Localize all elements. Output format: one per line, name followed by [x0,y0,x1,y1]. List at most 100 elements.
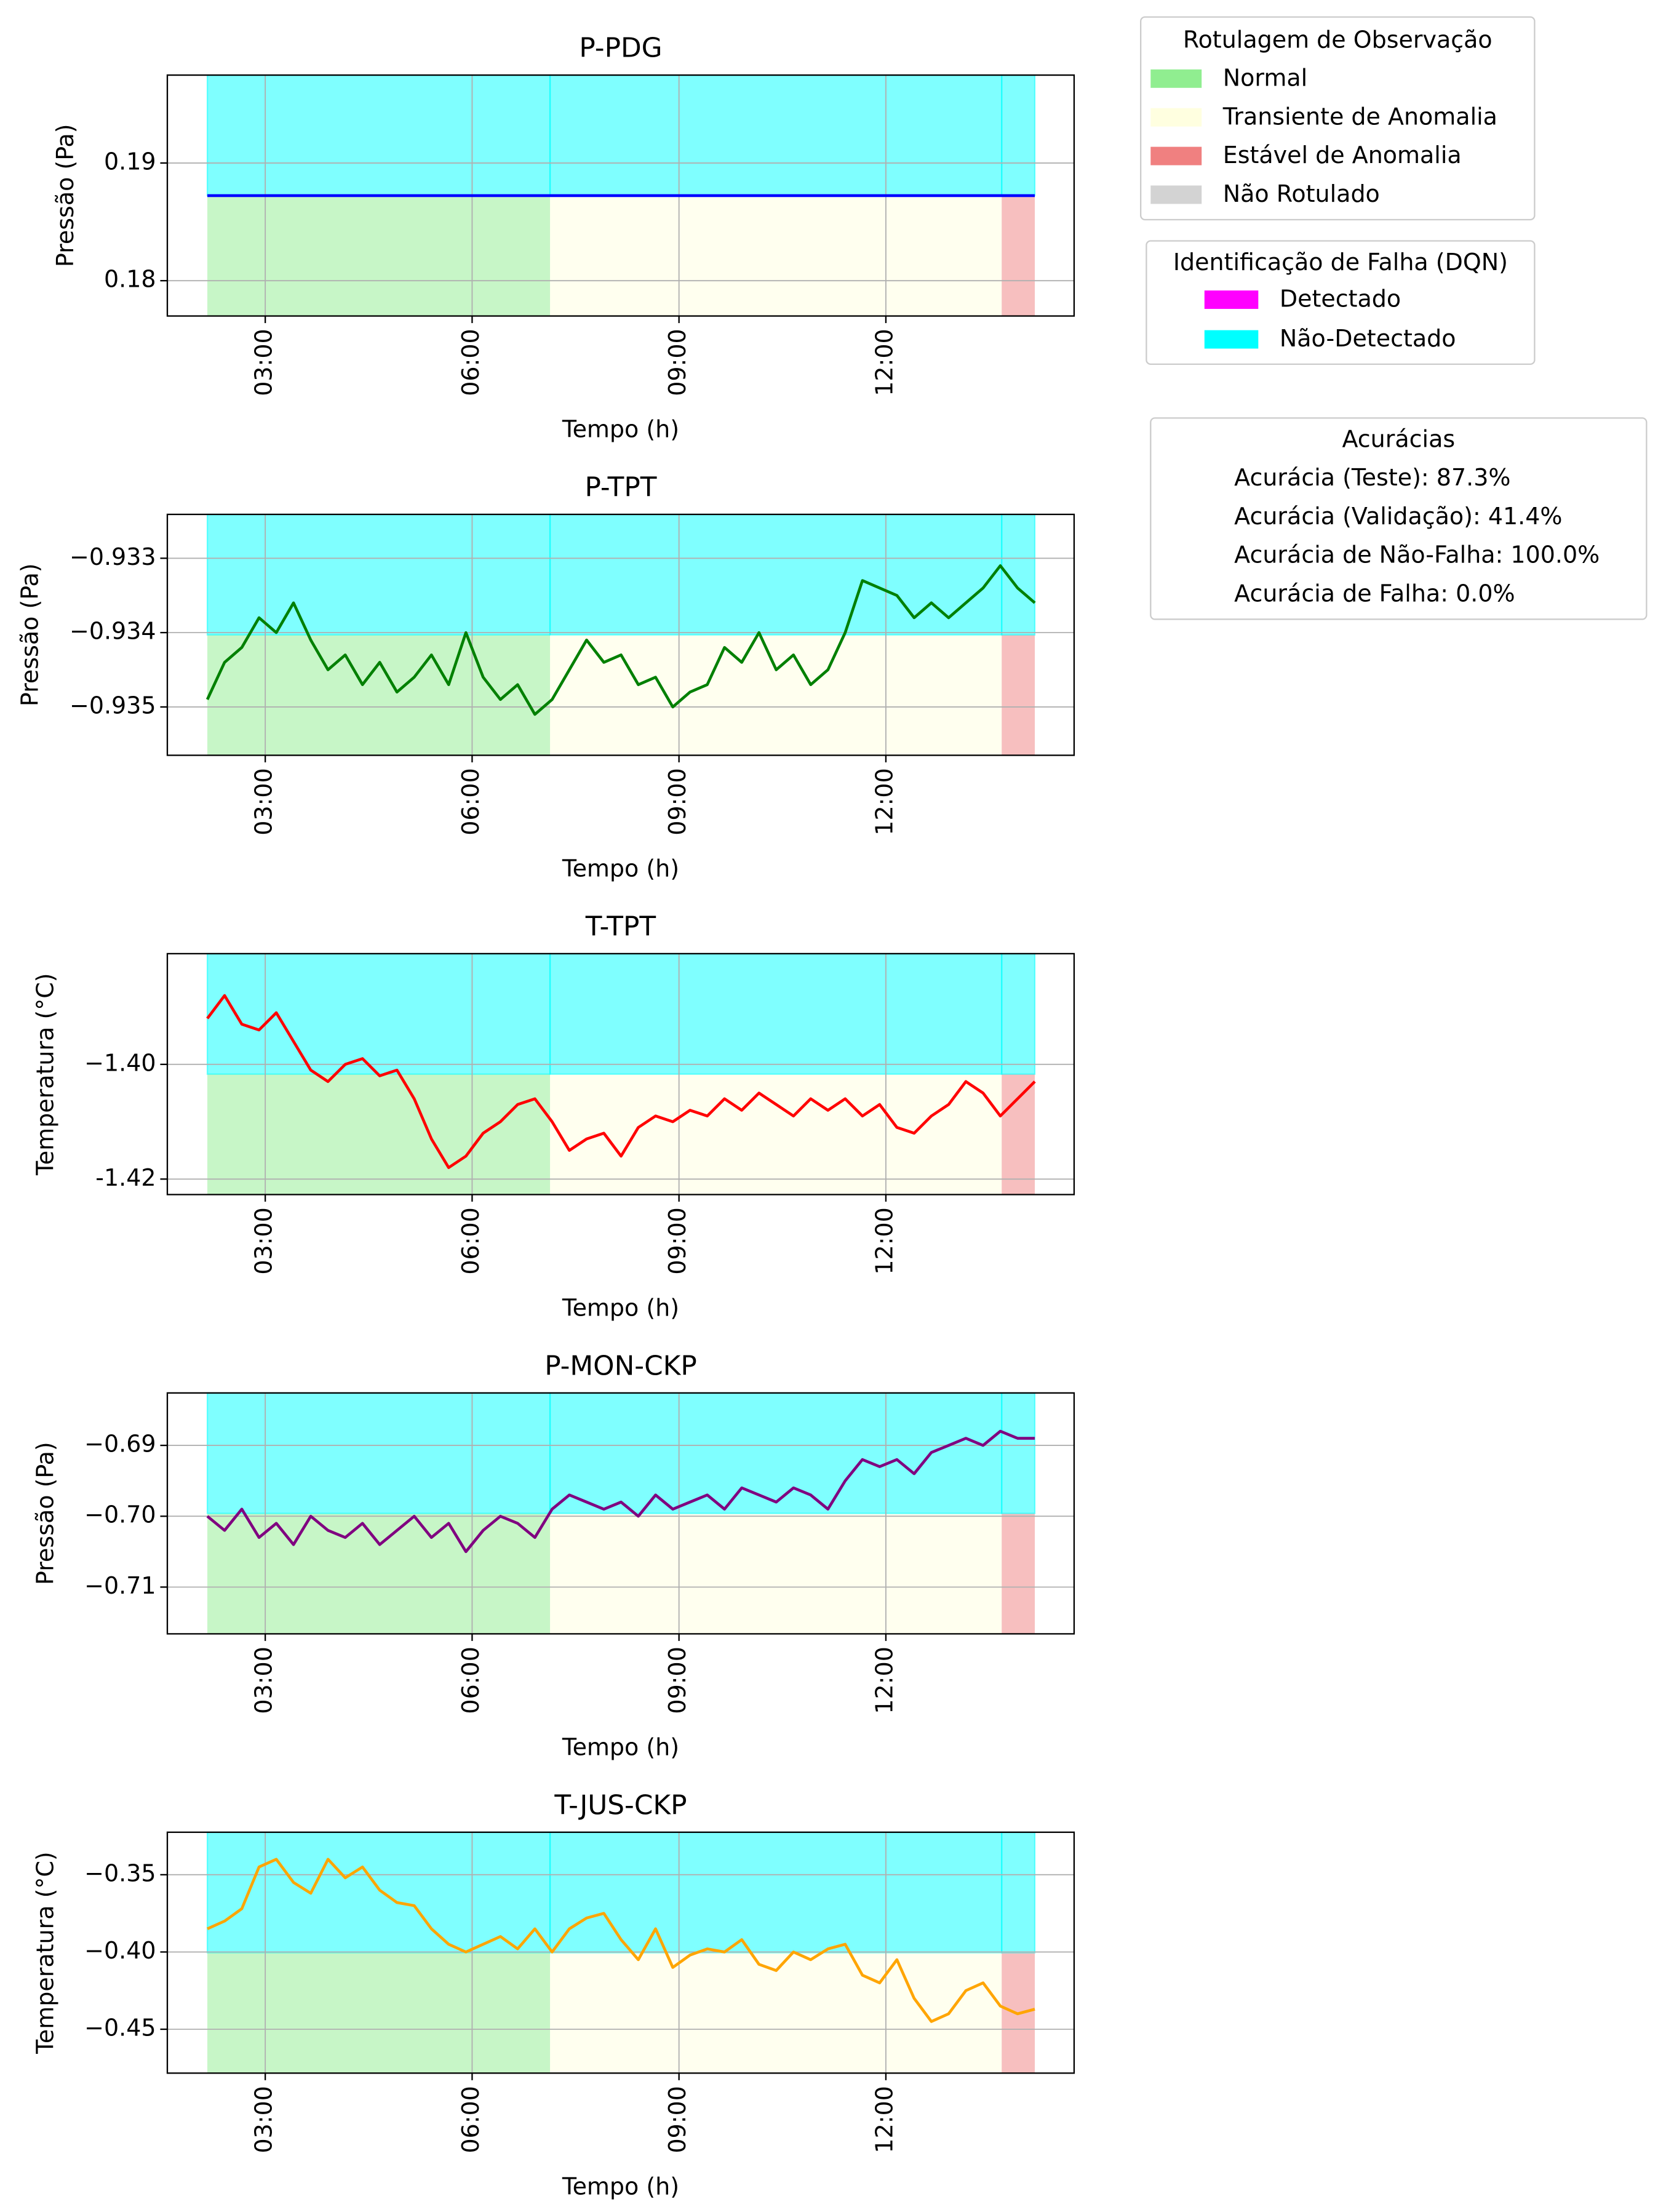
y-tick-label: −0.933 [70,543,156,570]
detection-span [549,74,1003,196]
detection-span [549,513,1003,636]
detection-span [1001,952,1036,1075]
subplot-title: T-TPT [585,911,656,942]
x-tick-label: 12:00 [871,329,898,396]
label-span [207,1952,551,2074]
subplot: 03:00 06:00 09:00 12:00 −0.45 −0.40 −0.35 T-JUS… [32,1789,1075,2200]
x-tick-label: 12:00 [871,1647,898,1714]
accuracy-title: Acurácias [1342,426,1455,453]
x-tick-label: 03:00 [250,1647,277,1714]
subplot: 03:00 06:00 09:00 12:00 −0.71 −0.70 −0.69 P-MON… [32,1350,1075,1760]
legend-label: Estável de Anomalia [1223,142,1462,169]
x-tick-label: 12:00 [871,768,898,835]
detection-span [206,513,551,636]
y-axis-label: Pressão (Pa) [32,1442,59,1585]
subplot-title: P-TPT [584,472,656,503]
subplot-title: P-MON-CKP [544,1350,697,1381]
x-tick-label: 09:00 [664,768,691,835]
detection-span [1001,74,1036,196]
accuracy-box [1150,417,1648,620]
detection-span [206,952,551,1075]
x-axis-label: Tempo (h) [562,416,679,443]
x-tick-label: 09:00 [664,329,691,396]
legend-swatch [1150,69,1202,88]
x-tick-label: 06:00 [457,768,484,835]
x-tick-label: 03:00 [250,768,277,835]
axes-frame [166,1831,1075,2074]
x-tick-label: 12:00 [871,1207,898,1274]
detection-span [549,1392,1003,1514]
subplot: 03:00 06:00 09:00 12:00 -1.42 −1.40 T-TPT Tempo… [32,911,1075,1321]
legend-label: Não Rotulado [1223,180,1380,207]
legend-label: Detectado [1280,285,1401,313]
subplot-title: T-JUS-CKP [554,1789,687,1821]
legend-label: Transiente de Anomalia [1222,103,1497,130]
x-tick-label: 03:00 [250,2086,277,2153]
x-tick-label: 09:00 [664,1207,691,1274]
data-line [207,1858,1035,2023]
detection-span [1001,1831,1036,1954]
label-span [207,1513,551,1634]
y-tick-label: −0.71 [84,1572,156,1599]
subplot: 03:00 06:00 09:00 12:00 0.18 0.19 P-PDG Tempo (… [52,33,1075,443]
x-tick-label: 03:00 [250,1207,277,1274]
detection-span [206,1831,551,1954]
legend-swatch [1150,146,1202,166]
legend-box [1140,16,1536,221]
legend-label: Não-Detectado [1280,325,1456,352]
x-tick-label: 06:00 [457,2086,484,2153]
axes-frame [166,74,1075,317]
label-span [550,195,1002,316]
detection-span [549,952,1003,1075]
y-tick-label: 0.18 [104,266,156,293]
subplot: 03:00 06:00 09:00 12:00 −0.935 −0.934 −0.933 P-… [16,472,1075,882]
y-axis-label: Temperatura (°C) [32,973,59,1176]
y-axis-label: Pressão (Pa) [16,563,43,706]
legend-swatch [1204,290,1259,309]
x-axis-label: Tempo (h) [562,2173,679,2200]
x-tick-label: 06:00 [457,1647,484,1714]
detection-span [549,1831,1003,1954]
x-axis-label: Tempo (h) [562,1733,679,1760]
label-span [1002,195,1035,316]
detection-span [206,1392,551,1514]
axes-frame [166,952,1075,1196]
x-tick-label: 06:00 [457,1207,484,1274]
x-tick-label: 03:00 [250,329,277,396]
x-tick-label: 09:00 [664,1647,691,1714]
y-tick-label: −0.40 [84,1937,156,1964]
x-tick-label: 12:00 [871,2086,898,2153]
legend-title: Rotulagem de Observação [1183,26,1493,53]
y-tick-label: −0.935 [70,692,156,719]
accuracy-line: Acurácia (Teste): 87.3% [1234,464,1510,491]
y-axis-label: Pressão (Pa) [52,124,79,267]
data-line [206,994,1036,1169]
x-axis-label: Tempo (h) [562,855,679,882]
accuracy-line: Acurácia (Validação): 41.4% [1234,503,1562,530]
label-span [1002,1513,1035,1634]
y-tick-label: 0.19 [104,148,156,175]
detection-span [206,74,551,196]
y-tick-label: −0.35 [84,1859,156,1887]
y-tick-label: −0.45 [84,2014,156,2041]
label-span [550,1513,1002,1634]
y-tick-label: −0.70 [84,1501,156,1528]
label-span [1002,1074,1035,1195]
legend-swatch [1150,185,1202,204]
axes-frame [166,1392,1075,1635]
y-tick-label: −0.69 [84,1431,156,1458]
detection-span [1001,1392,1036,1514]
data-line [206,1429,1035,1554]
x-axis-label: Tempo (h) [562,1294,679,1321]
legend-title: Identificação de Falha (DQN) [1173,249,1508,276]
subplot-title: P-PDG [579,33,662,64]
accuracy-line: Acurácia de Falha: 0.0% [1234,580,1515,607]
y-tick-label: −0.934 [70,618,156,645]
y-tick-label: -1.42 [95,1164,156,1191]
label-span [1002,634,1035,756]
axes-frame [166,513,1075,756]
y-tick-label: −1.40 [84,1049,156,1076]
label-span [207,195,551,316]
x-tick-label: 06:00 [457,329,484,396]
